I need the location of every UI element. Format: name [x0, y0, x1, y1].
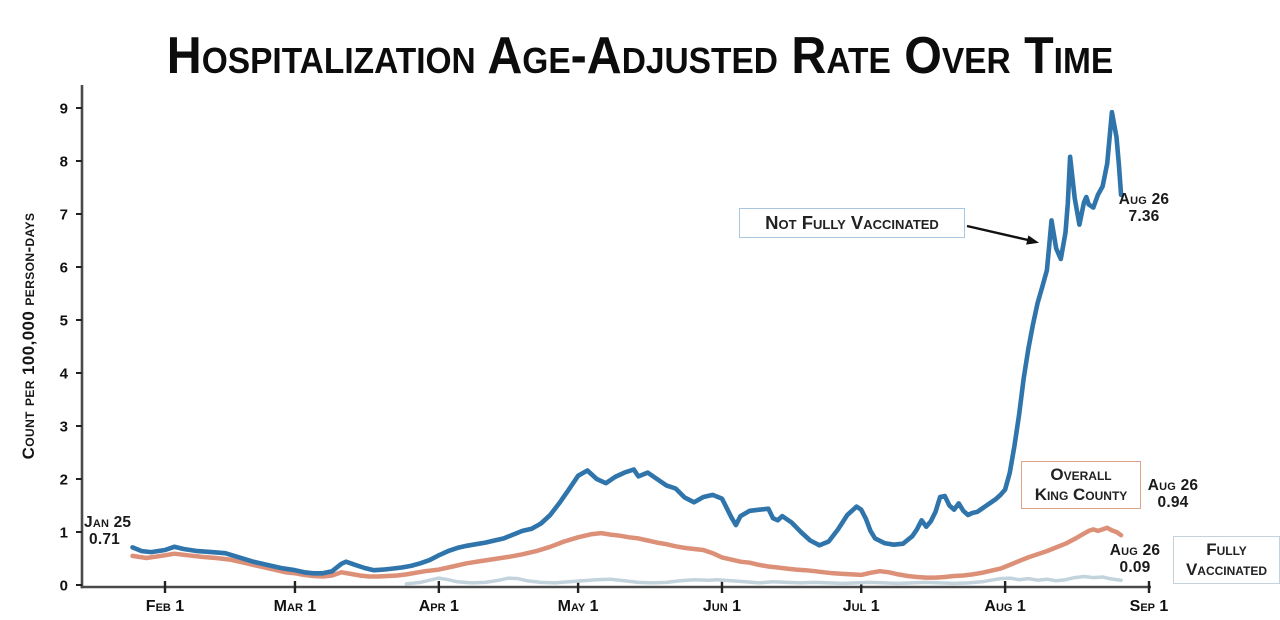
- x-tick-label: Jun 1: [703, 598, 741, 615]
- y-tick-label: 4: [60, 366, 69, 383]
- x-tick-label: Sep 1: [1130, 598, 1169, 615]
- series-label-fully-line2: Vaccinated: [1185, 560, 1268, 580]
- annotation-jan25-date: Jan 25: [84, 514, 132, 531]
- series-line-not-fully-vaccinated: [130, 109, 1124, 576]
- annotation-aug26-not-fully-value: 7.36: [1128, 207, 1160, 225]
- y-tick-label: 8: [60, 154, 68, 171]
- series-label-overall-line1: Overall: [1050, 465, 1112, 484]
- series-line-fully-vaccinated: [404, 574, 1123, 586]
- annotation-aug26-fully: Aug 26 0.09: [1102, 542, 1168, 576]
- series-label-fully-vaccinated: Fully Vaccinated: [1173, 536, 1280, 585]
- series-label-not-fully-vaccinated-text: Not Fully Vaccinated: [765, 212, 939, 233]
- x-tick-label: Mar 1: [274, 598, 317, 615]
- annotation-aug26-not-fully: Aug 26 7.36: [1108, 191, 1180, 225]
- annotation-aug26-fully-date: Aug 26: [1109, 542, 1161, 559]
- series-label-not-fully-vaccinated: Not Fully Vaccinated: [739, 208, 965, 238]
- annotation-arrow-shaft: [966, 224, 1029, 242]
- y-tick-label: 3: [60, 419, 68, 436]
- y-tick-label: 6: [60, 260, 68, 277]
- x-tick-label: Feb 1: [146, 598, 184, 615]
- annotation-arrow-head: [1026, 235, 1039, 245]
- series-label-overall-king-county: Overall King County: [1021, 461, 1141, 510]
- y-tick-label: 9: [60, 101, 68, 118]
- series-label-fully-line1: Fully: [1206, 540, 1247, 559]
- y-tick-label: 5: [60, 313, 68, 330]
- y-tick-label: 2: [60, 472, 68, 489]
- annotation-jan25-value: 0.71: [89, 530, 120, 548]
- x-tick-label: Aug 1: [984, 598, 1026, 615]
- annotation-aug26-overall-value: 0.94: [1157, 493, 1189, 511]
- y-tick-label: 1: [60, 525, 68, 542]
- x-tick-label: Apr 1: [419, 598, 459, 615]
- series-label-overall-line2: King County: [1034, 485, 1128, 505]
- annotation-aug26-overall-date: Aug 26: [1147, 477, 1199, 494]
- annotation-aug26-not-fully-date: Aug 26: [1118, 191, 1170, 208]
- y-tick-label: 7: [60, 207, 68, 224]
- annotation-aug26-overall: Aug 26 0.94: [1141, 477, 1205, 511]
- x-tick-label: May 1: [558, 598, 599, 615]
- annotation-aug26-fully-value: 0.09: [1119, 558, 1151, 576]
- chart-title: Hospitalization Age-Adjusted Rate Over T…: [166, 27, 1114, 85]
- annotation-jan25: Jan 25 0.71: [84, 514, 132, 548]
- series-line-overall-king-county: [130, 525, 1124, 580]
- x-tick-label: Jul 1: [843, 598, 880, 615]
- y-tick-label: 0: [60, 578, 68, 595]
